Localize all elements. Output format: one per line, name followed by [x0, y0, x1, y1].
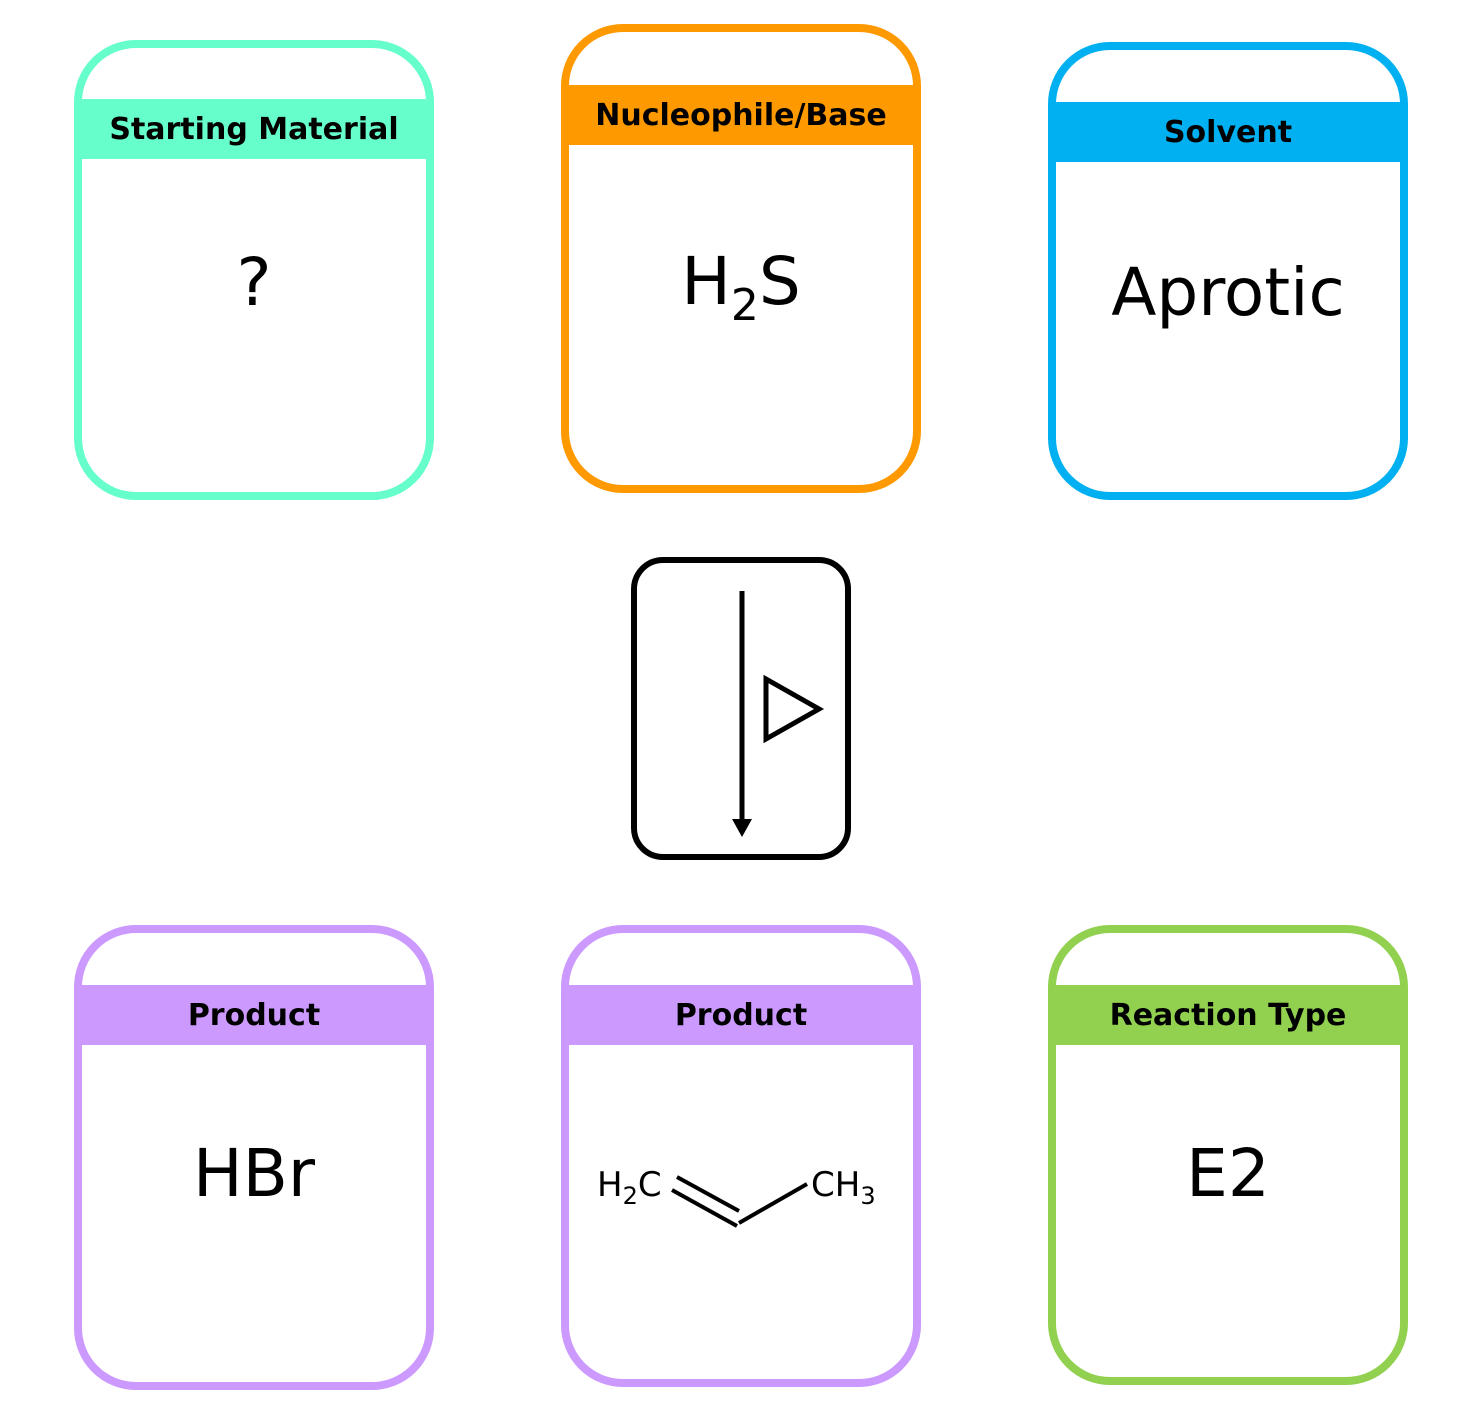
solvent-header: Solvent [1056, 102, 1400, 162]
double-bond-line-2 [671, 1188, 738, 1228]
solvent-value: Aprotic [1111, 253, 1345, 331]
reaction-type-title: Reaction Type [1109, 997, 1347, 1033]
arrow-head [732, 819, 752, 837]
nucleophile-base-body: H2S [569, 145, 913, 485]
product-1-title: Product [187, 997, 321, 1033]
starting-material-title: Starting Material [109, 111, 399, 147]
product-card-1: Product HBr [74, 925, 434, 1390]
reaction-type-header: Reaction Type [1056, 985, 1400, 1045]
double-bond-line-1 [676, 1175, 740, 1213]
solvent-body: Aprotic [1056, 162, 1400, 492]
product-2-header: Product [569, 985, 913, 1045]
product-card-2: Product H2C CH3 [561, 925, 921, 1387]
solvent-card: Solvent Aprotic [1048, 42, 1408, 500]
ch3-group-label: CH3 [811, 1165, 876, 1210]
reaction-type-value: E2 [1186, 1134, 1270, 1212]
nucleophile-base-card: Nucleophile/Base H2S [561, 24, 921, 493]
starting-material-body: ? [82, 159, 426, 492]
product-1-value: HBr [192, 1135, 316, 1212]
starting-material-header: Starting Material [82, 99, 426, 159]
reaction-arrow-box [631, 557, 851, 860]
heat-triangle-icon [763, 674, 825, 744]
nucleophile-base-header: Nucleophile/Base [569, 85, 913, 145]
product-1-header: Product [82, 985, 426, 1045]
nucleophile-base-value: H2S [681, 243, 801, 331]
reaction-arrow-icon [732, 591, 825, 837]
product-1-body: HBr [82, 1045, 426, 1382]
propene-structure: H2C CH3 [597, 1165, 876, 1228]
ch2-group-label: H2C [597, 1165, 662, 1210]
single-bond-line [738, 1182, 808, 1225]
solvent-title: Solvent [1163, 114, 1293, 150]
starting-material-card: Starting Material ? [74, 40, 434, 500]
reaction-type-card: Reaction Type E2 [1048, 925, 1408, 1385]
nucleophile-base-title: Nucleophile/Base [595, 97, 887, 133]
reaction-type-body: E2 [1056, 1045, 1400, 1377]
product-2-title: Product [674, 997, 808, 1033]
starting-material-value: ? [236, 244, 272, 321]
